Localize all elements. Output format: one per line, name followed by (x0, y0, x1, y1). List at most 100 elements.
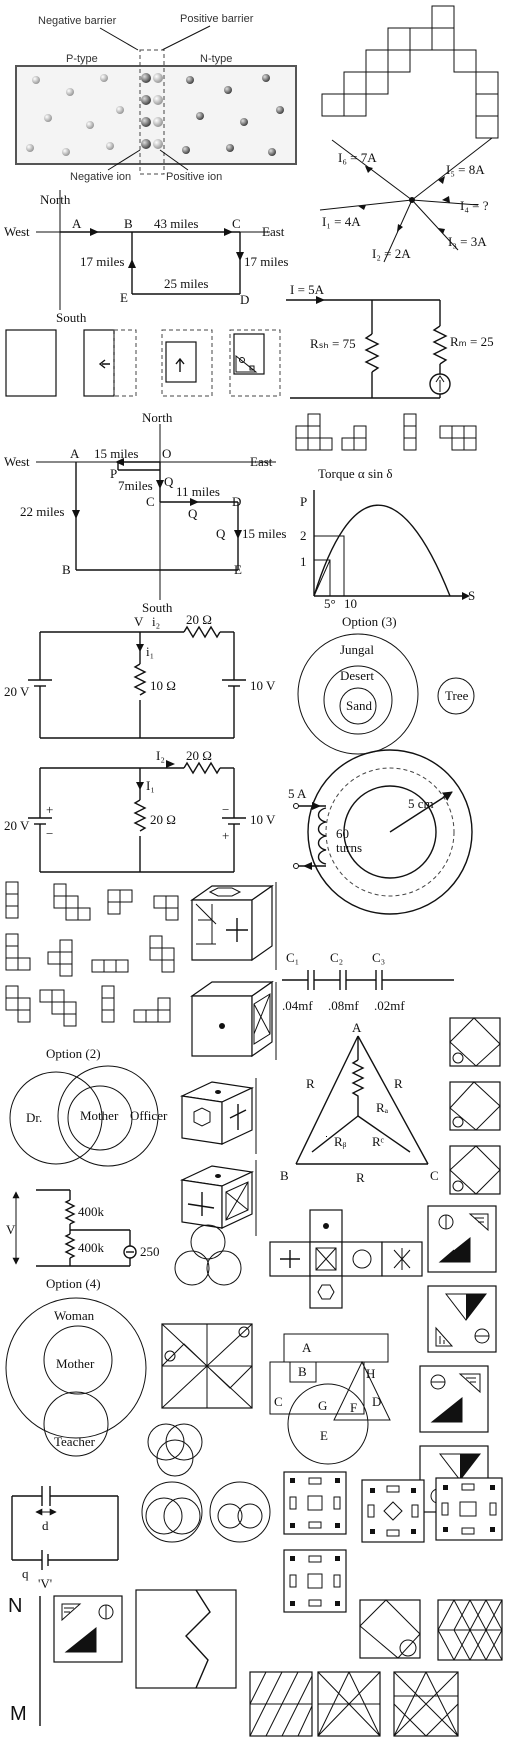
distance-15-top-label: 15 miles (94, 446, 138, 461)
resistor-400k-top-label: 400k (78, 1204, 105, 1219)
north-label: North (40, 192, 71, 207)
minus-sign-2: − (222, 802, 229, 817)
axis-p-label: P (300, 494, 307, 509)
distance-43-label: 43 miles (154, 216, 198, 231)
point-c-label: C (232, 216, 241, 231)
two-source-circuit-1: V i₂ 20 Ω i₁ 10 Ω 20 V 10 V (4, 612, 276, 739)
region-c-label: C (274, 1394, 283, 1409)
source-20v-label-c2: 20 V (4, 818, 30, 833)
teacher-label: Teacher (54, 1434, 96, 1449)
point-a-label: A (72, 216, 82, 231)
pattern-square-2 (361, 1479, 425, 1543)
region-h-label: H (366, 1366, 375, 1381)
negative-barrier-label: Negative barrier (38, 15, 117, 27)
current-i4-label: I₄ = ? (460, 198, 489, 213)
mother-label-opt4: Mother (56, 1356, 95, 1371)
pattern-square-4 (283, 1549, 347, 1613)
current-junction-diagram: I₆ = 7A I₅ = 8A I₄ = ? I₁ = 4A I₂ = 2A I… (319, 137, 493, 263)
voltage-divider-circuit: V 400k 400k 250 (6, 1189, 160, 1267)
desert-label: Desert (340, 668, 374, 683)
ammeter-shunt-circuit: I = 5A Rₛₕ = 75 Rₘ = 25 (286, 282, 494, 399)
distance-17-left-label: 17 miles (80, 254, 124, 269)
n-type-label: N-type (200, 53, 232, 65)
turns-word-label: turns (336, 840, 362, 855)
point-d-label: D (240, 292, 249, 307)
symbol-square-1 (427, 1205, 497, 1273)
plate-distance-label: d (42, 1518, 49, 1533)
woman-label: Woman (54, 1308, 95, 1323)
capacitor-c2-value: .08mf (328, 998, 359, 1013)
node-b-label: B (280, 1168, 289, 1183)
positive-barrier-label: Positive barrier (180, 13, 254, 25)
route-diagram-2: North South West East A O P Q C Q D Q B … (4, 410, 286, 615)
resistor-20-label-c1: 20 Ω (186, 612, 212, 627)
cube-4 (179, 1165, 255, 1229)
positive-ions (153, 73, 163, 149)
west-label-2: West (4, 454, 30, 469)
point-d-label-2: D (232, 494, 241, 509)
symbol-square-3 (419, 1365, 489, 1433)
resistor-400k-bottom-label: 400k (78, 1240, 105, 1255)
distance-7-label: 7miles (118, 478, 153, 493)
axis-s-label: S (468, 588, 475, 603)
resistor-20a-label-c2: 20 Ω (186, 748, 212, 763)
shape-pieces-grid (5, 881, 179, 1027)
point-b-label: B (124, 216, 133, 231)
south-label-2: South (142, 600, 173, 615)
capacitor-c3-label: C₃ (372, 950, 385, 965)
series-capacitors: C₁ C₂ C₃ .04mf .08mf .02mf (282, 950, 454, 1013)
delta-r-bottom-label: R (356, 1170, 365, 1185)
capacitor-c1-value: .04mf (282, 998, 313, 1013)
distance-22-label: 22 miles (20, 504, 64, 519)
current-i1-label-c2: I₁ (146, 778, 155, 793)
sand-label: Sand (346, 698, 373, 713)
tick-1-label: 1 (300, 554, 307, 569)
region-g-label: G (318, 1398, 327, 1413)
resistor-20b-label-c2: 20 Ω (150, 812, 176, 827)
minus-sign-1: − (46, 826, 53, 841)
officer-label: Officer (130, 1108, 168, 1123)
capacitor-c1-label: C₁ (286, 950, 299, 965)
option2-venn-diagram: Option (2) Dr. Mother Officer (9, 1046, 168, 1167)
distance-15-right-label: 15 miles (242, 526, 286, 541)
star-rb-label: Rᵦ (334, 1134, 347, 1149)
toroid-coil-diagram: 5 A 5 cm 60 turns (288, 749, 473, 915)
east-label: East (262, 224, 285, 239)
node-c-label: C (430, 1168, 439, 1183)
radius-label: 5 cm (408, 796, 434, 811)
plus-sign-1: + (46, 802, 53, 817)
cube-3 (179, 1081, 255, 1145)
shunt-resistance-label: Rₛₕ = 75 (310, 336, 356, 351)
distance-25-label: 25 miles (164, 276, 208, 291)
region-a-label: A (302, 1340, 312, 1355)
point-q3-label: Q (216, 526, 226, 541)
square-figure-column (449, 1017, 501, 1195)
route-diagram-1: North South West East A B C D E 43 miles… (4, 190, 288, 325)
pattern-square-1 (283, 1471, 347, 1535)
cube-1 (190, 884, 274, 962)
option4-title: Option (4) (46, 1276, 101, 1291)
symbol-square-2 (427, 1285, 497, 1353)
point-o-label: O (162, 446, 171, 461)
plus-sign-2: + (222, 828, 229, 843)
current-i3-label: I₃ = 3A (448, 234, 487, 249)
pattern-squares-grid (283, 1471, 503, 1613)
node-v-label: V (134, 614, 144, 629)
current-i5-label: I₅ = 8A (446, 162, 485, 177)
star-rc-label: Rᶜ (372, 1134, 385, 1149)
west-label: West (4, 224, 30, 239)
current-i1-label-c1: i₁ (146, 644, 154, 659)
tick-2-label: 2 (300, 528, 307, 543)
resistor-10-label-c1: 10 Ω (150, 678, 176, 693)
node-a-label: A (352, 1020, 362, 1035)
source-10v-label-c1: 10 V (250, 678, 276, 693)
voltmeter-250-label: 250 (140, 1244, 160, 1259)
zigzag-cut-square (135, 1589, 237, 1689)
capacitor-battery-circuit: d q 'V' (11, 1486, 119, 1591)
region-e-label: E (320, 1428, 328, 1443)
positive-ion-label: Positive ion (166, 171, 222, 183)
pattern-square-3 (435, 1477, 503, 1541)
pn-junction-diagram: Negative barrier Positive barrier P-type… (15, 13, 297, 183)
voltage-v-label: V (6, 1222, 16, 1237)
mirror-image-question: N M (8, 1595, 123, 1726)
